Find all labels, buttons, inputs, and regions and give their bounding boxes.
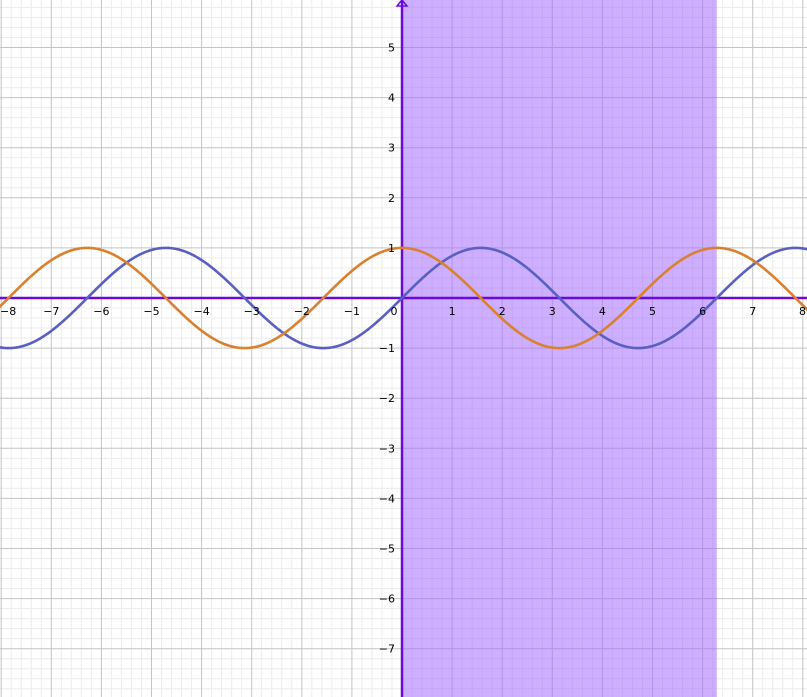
y-axis-arrow	[395, 0, 409, 7]
x-tick-label: −3	[244, 305, 260, 318]
x-tick-label: 6	[699, 305, 706, 318]
x-tick-label: 2	[499, 305, 506, 318]
y-tick-label: 2	[388, 192, 395, 205]
x-tick-label: 7	[749, 305, 756, 318]
series-curve	[0, 246, 807, 350]
y-tick-label: −7	[379, 643, 395, 656]
y-tick-label: 4	[388, 92, 395, 105]
x-tick-label: 8	[799, 305, 806, 318]
y-tick-label: 5	[388, 42, 395, 55]
y-tick-label: −4	[379, 492, 395, 505]
y-tick-label: −6	[379, 593, 395, 606]
x-tick-label: −7	[43, 305, 59, 318]
x-tick-label: 1	[449, 305, 456, 318]
x-tick-label: −4	[193, 305, 209, 318]
x-tick-label: −1	[344, 305, 360, 318]
series-curve	[0, 246, 807, 350]
y-tick-label: −5	[379, 543, 395, 556]
y-tick-labels: 5 4 3 2 1 −1 −2 −3 −4 −5 −6 −7	[379, 42, 395, 656]
y-tick-label: −1	[379, 342, 395, 355]
x-tick-label: 4	[599, 305, 606, 318]
x-tick-labels: −8 −7 −6 −5 −4 −3 −2 −1 0 1 2 3 4 5 6 7 8	[0, 305, 806, 318]
x-tick-label: 5	[649, 305, 656, 318]
x-tick-label: −5	[143, 305, 159, 318]
x-tick-label: −6	[93, 305, 109, 318]
x-tick-label: −2	[294, 305, 310, 318]
y-tick-label: 1	[388, 242, 395, 255]
x-tick-label: 0	[391, 305, 398, 318]
y-tick-label: 3	[388, 142, 395, 155]
y-tick-label: −2	[379, 392, 395, 405]
curves	[0, 246, 807, 350]
y-tick-label: −3	[379, 442, 395, 455]
x-tick-label: 3	[549, 305, 556, 318]
x-tick-label: −8	[0, 305, 16, 318]
